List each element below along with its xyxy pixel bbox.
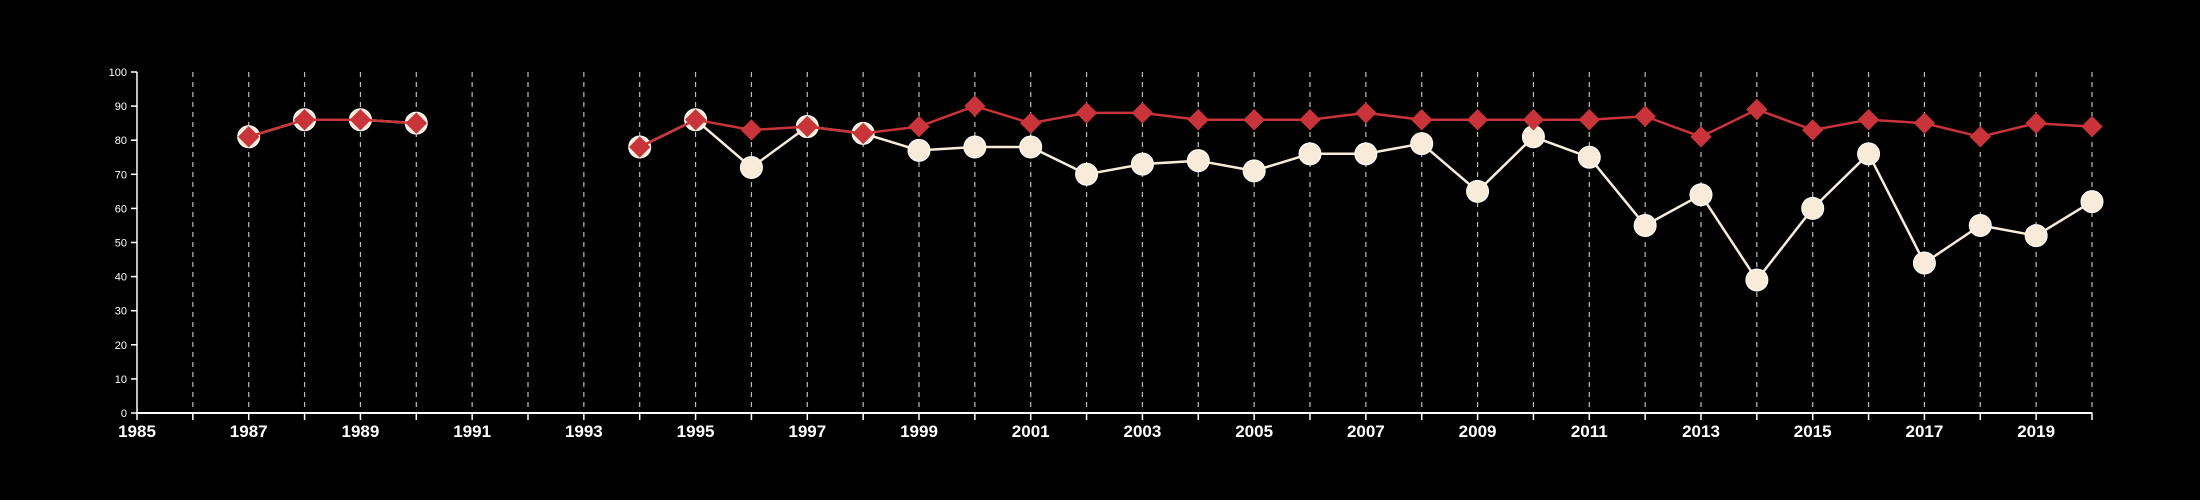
y-tick-label: 30: [115, 306, 127, 318]
data-point-0-2003: [1131, 102, 1154, 124]
data-point-0-1994: [629, 136, 651, 158]
data-point-0-2011: [1578, 109, 1600, 131]
x-tick-label: 1985: [118, 422, 156, 441]
data-point-0-2020: [2081, 115, 2103, 138]
data-point-1-2009: [1466, 179, 1490, 203]
data-point-0-1995: [684, 109, 707, 131]
data-point-1-2020: [2080, 190, 2104, 214]
x-tick-label: 2019: [2017, 422, 2055, 441]
y-tick-label: 50: [115, 238, 127, 250]
data-point-0-2018: [1969, 126, 1991, 148]
x-tick-label: 2011: [1571, 422, 1608, 441]
y-tick-label: 10: [115, 374, 127, 386]
y-tick-label: 40: [115, 272, 127, 284]
y-tick-label: 60: [115, 203, 127, 215]
data-point-0-2000: [964, 95, 986, 117]
data-point-1-2008: [1410, 132, 1434, 156]
data-point-1-2001: [1019, 135, 1043, 159]
x-tick-label: 2013: [1682, 422, 1720, 441]
data-point-1-2016: [1857, 142, 1881, 166]
x-tick-label: 2017: [1906, 422, 1944, 441]
data-point-0-2013: [1690, 126, 1712, 148]
data-point-1-2003: [1130, 152, 1154, 176]
x-tick-label: 1987: [230, 422, 268, 441]
data-point-0-2007: [1355, 102, 1377, 124]
data-point-1-2017: [1912, 251, 1936, 275]
data-point-0-1987: [238, 126, 260, 148]
data-point-1-2015: [1801, 196, 1825, 220]
y-tick-label: 70: [115, 169, 127, 181]
x-tick-label: 1993: [565, 422, 603, 441]
data-point-1-2004: [1186, 149, 1210, 173]
x-tick-label: 2007: [1347, 422, 1385, 441]
series-layer: [237, 95, 2104, 292]
x-tick-label: 2009: [1459, 422, 1497, 441]
data-point-1-2011: [1577, 145, 1601, 169]
data-point-0-2004: [1187, 109, 1209, 131]
data-point-0-2006: [1299, 109, 1321, 131]
data-point-0-2015: [1802, 119, 1824, 141]
data-point-0-1990: [405, 112, 427, 134]
data-point-0-1989: [349, 109, 372, 131]
y-tick-label: 90: [115, 101, 127, 113]
data-point-1-2018: [1968, 213, 1992, 237]
data-point-0-2012: [1634, 105, 1656, 128]
y-tick-label: 20: [115, 340, 127, 352]
data-point-0-1996: [740, 119, 763, 141]
data-point-1-2012: [1633, 213, 1657, 237]
data-point-0-2005: [1243, 109, 1265, 131]
x-tick-label: 1995: [677, 422, 715, 441]
x-tick-label: 1991: [453, 422, 491, 441]
data-point-0-1999: [908, 115, 930, 138]
data-point-1-2000: [963, 135, 987, 159]
data-point-0-1997: [796, 115, 818, 138]
x-tick-label: 1989: [342, 422, 380, 441]
x-tick-label: 2005: [1235, 422, 1273, 441]
data-point-0-2001: [1020, 112, 1042, 134]
data-point-0-2016: [1857, 109, 1880, 131]
gridlines: [192, 72, 2093, 413]
series-0: [238, 95, 2103, 158]
data-point-1-2002: [1075, 162, 1099, 186]
data-point-0-2017: [1913, 112, 1936, 134]
data-point-0-2002: [1075, 102, 1098, 124]
data-point-1-2005: [1242, 159, 1266, 183]
data-point-1-2006: [1298, 142, 1322, 166]
x-tick-label: 1997: [788, 422, 826, 441]
data-point-0-2010: [1522, 109, 1545, 131]
x-tick-label: 2003: [1124, 422, 1162, 441]
data-point-1-2014: [1745, 268, 1769, 292]
data-point-1-1996: [739, 155, 763, 179]
axes: 0 10 20 30 40 50 60 70 80 90 100 1985 1987 1989 1991 19…: [109, 67, 2093, 441]
y-tick-label: 100: [109, 67, 127, 79]
data-point-0-1988: [293, 109, 316, 131]
data-point-1-1999: [907, 138, 931, 162]
x-tick-label: 1999: [900, 422, 938, 441]
data-point-0-2014: [1746, 98, 1768, 121]
series-1: [237, 108, 2104, 292]
data-point-0-2019: [2025, 112, 2047, 134]
y-tick-label: 0: [121, 408, 127, 420]
data-point-1-2013: [1689, 183, 1713, 207]
data-point-0-2008: [1411, 109, 1433, 131]
data-point-0-1998: [852, 122, 874, 145]
data-point-1-2007: [1354, 142, 1378, 166]
data-point-1-2019: [2024, 224, 2048, 248]
data-point-0-2009: [1466, 109, 1489, 131]
x-tick-label: 2015: [1794, 422, 1832, 441]
y-tick-label: 80: [115, 135, 127, 147]
x-tick-label: 2001: [1012, 422, 1050, 441]
